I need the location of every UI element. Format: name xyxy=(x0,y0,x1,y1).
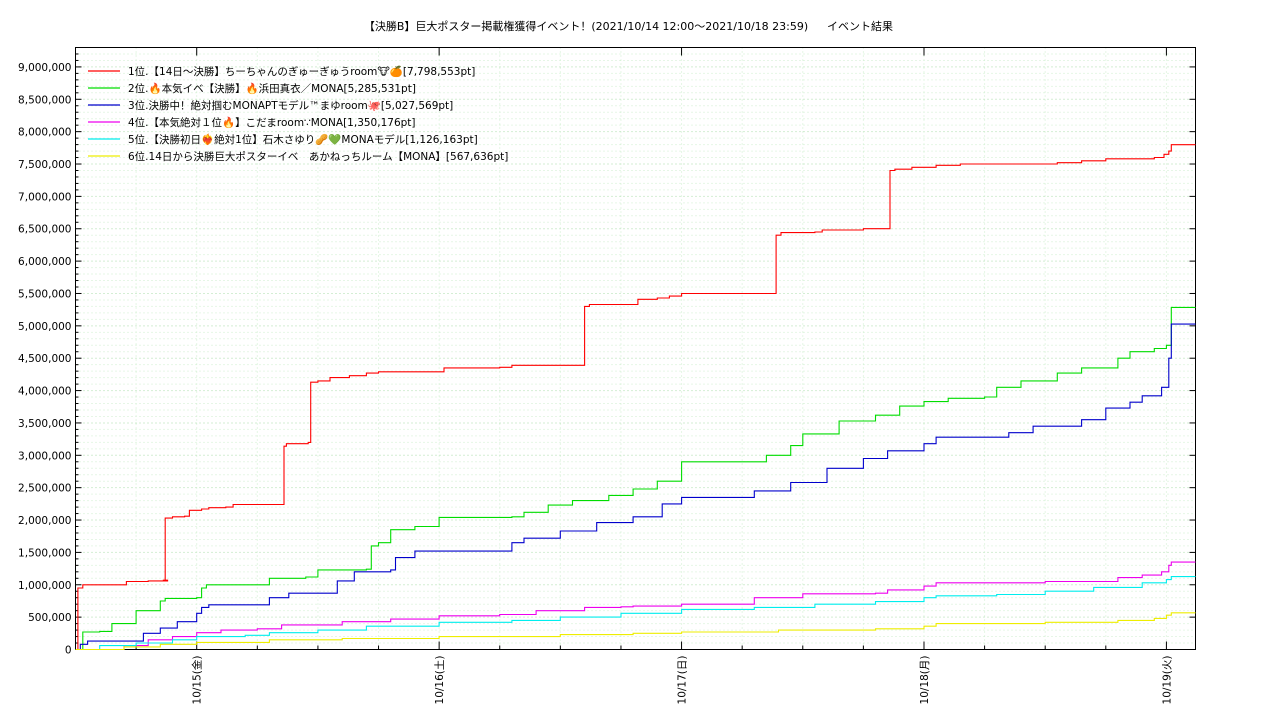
y-tick-label: 8,000,000 xyxy=(18,127,71,139)
series-line-5 xyxy=(75,576,1196,651)
chart-subtitle: イベント結果 xyxy=(827,19,893,33)
y-tick-label: 4,000,000 xyxy=(18,386,71,398)
legend-label-1: 1位.【14日～決勝】ちーちゃんのぎゅーぎゅうroom🐮🍊[7,798,553p… xyxy=(128,65,475,78)
y-tick-label: 1,000,000 xyxy=(18,580,71,592)
legend: 1位.【14日～決勝】ちーちゃんのぎゅーぎゅうroom🐮🍊[7,798,553p… xyxy=(88,65,508,163)
grid xyxy=(75,47,1196,650)
chart-title: 【決勝B】巨大ポスター掲載権獲得イベント！(2021/10/14 12:00～2… xyxy=(364,19,808,33)
plot-frame xyxy=(75,47,1196,650)
y-tick-label: 9,000,000 xyxy=(18,62,71,74)
legend-label-4: 4位.【本気絶対１位🔥】こだまroom∵MONA[1,350,176pt] xyxy=(128,116,416,129)
x-tick-label: 10/19(火) xyxy=(1161,656,1173,705)
legend-label-5: 5位.【決勝初日❤️‍🔥絶対1位】石木さゆり🥜💚MONAモデル[1,126,16… xyxy=(128,132,478,146)
y-tick-label: 2,500,000 xyxy=(18,483,71,495)
series-line-3 xyxy=(75,323,1196,651)
x-tick-label: 10/15(金) xyxy=(191,656,204,705)
y-tick-label: 0 xyxy=(65,645,72,657)
axis-ticks: 0 500,000 1,000,000 1,500,000 2,000,000 2,500… xyxy=(18,47,1196,705)
series-line-4 xyxy=(75,561,1196,651)
y-tick-label: 2,000,000 xyxy=(18,515,71,527)
series-line-2 xyxy=(75,306,1196,651)
legend-label-3: 3位.決勝中！絶対掴むMONAPTモデル™まゆroom🐙[5,027,569pt… xyxy=(128,99,453,112)
series-line-1 xyxy=(75,144,1196,651)
y-tick-label: 4,500,000 xyxy=(18,353,71,365)
y-tick-label: 6,500,000 xyxy=(18,224,71,236)
y-tick-label: 7,000,000 xyxy=(18,191,71,203)
y-tick-label: 7,500,000 xyxy=(18,159,71,171)
y-tick-label: 500,000 xyxy=(28,612,71,624)
y-tick-label: 1,500,000 xyxy=(18,547,71,559)
y-tick-label: 5,000,000 xyxy=(18,321,71,333)
legend-label-2: 2位.🔥本気イベ【決勝】🔥浜田真衣／MONA[5,285,531pt] xyxy=(128,82,416,95)
y-tick-label: 6,000,000 xyxy=(18,256,71,268)
y-tick-label: 5,500,000 xyxy=(18,288,71,300)
x-tick-label: 10/17(日) xyxy=(677,656,689,705)
x-tick-label: 10/16(土) xyxy=(433,656,446,705)
legend-label-6: 6位.14日から決勝巨大ポスターイベ あかねっちルーム【MONA】[567,63… xyxy=(128,150,508,163)
y-tick-label: 8,500,000 xyxy=(18,94,71,106)
series-lines xyxy=(75,144,1196,651)
x-tick-label: 10/18(月) xyxy=(919,656,931,705)
y-tick-label: 3,000,000 xyxy=(18,450,71,462)
series-line-6 xyxy=(75,612,1196,651)
y-tick-label: 3,500,000 xyxy=(18,418,71,430)
